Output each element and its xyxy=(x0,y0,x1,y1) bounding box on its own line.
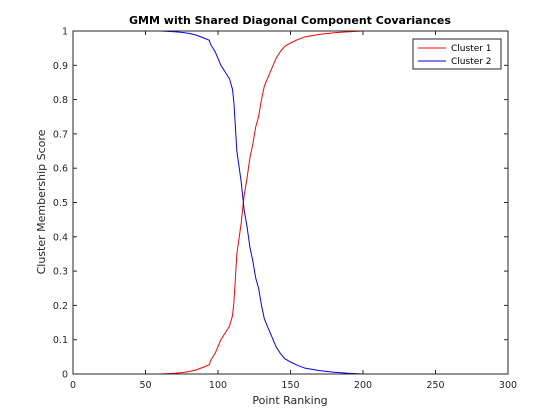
x-tick-label: 150 xyxy=(281,380,299,391)
y-tick-label: 0.9 xyxy=(53,61,68,72)
y-tick-label: 0.2 xyxy=(53,301,68,312)
legend-label-cluster-2: Cluster 2 xyxy=(451,57,492,67)
plot-area xyxy=(73,30,508,375)
x-tick-label: 0 xyxy=(70,380,76,391)
y-tick-label: 0.5 xyxy=(53,198,68,209)
y-tick-label: 0.4 xyxy=(53,232,68,243)
y-tick-label: 0.8 xyxy=(53,95,68,106)
legend-label-cluster-1: Cluster 1 xyxy=(451,44,492,54)
legend-box xyxy=(412,38,502,70)
series-line-cluster-2 xyxy=(73,30,508,375)
chart-title: GMM with Shared Diagonal Component Covar… xyxy=(129,14,451,27)
x-tick-label: 300 xyxy=(499,380,517,391)
x-axis-label: Point Ranking xyxy=(252,394,327,407)
y-tick-label: 0.3 xyxy=(53,267,68,278)
x-tick-label: 100 xyxy=(209,380,227,391)
legend: Cluster 1 Cluster 2 xyxy=(412,38,502,70)
x-tick-label: 250 xyxy=(426,380,444,391)
x-tick-label: 50 xyxy=(139,380,151,391)
y-tick-label: 1 xyxy=(62,27,68,38)
y-axis-label: Cluster Membership Score xyxy=(35,129,48,274)
y-tick-label: 0.6 xyxy=(53,164,68,175)
x-tick-label: 200 xyxy=(354,380,372,391)
axis-ticks: 0 50 100 150 200 250 300 0 0.1 0.2 0.3 0.4 0.5 0.6 0.7… xyxy=(53,27,517,392)
y-tick-label: 0.1 xyxy=(53,335,68,346)
y-tick-label: 0 xyxy=(62,370,68,381)
y-tick-label: 0.7 xyxy=(53,129,68,140)
